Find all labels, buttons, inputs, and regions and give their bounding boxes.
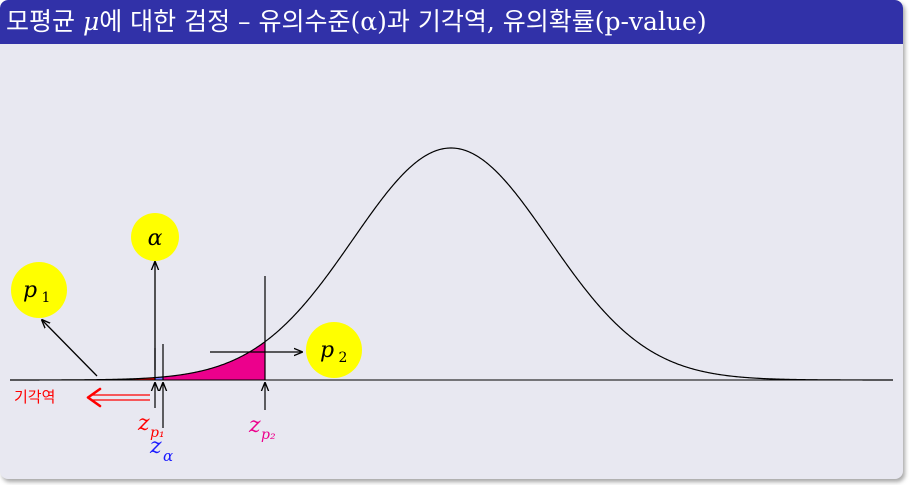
z-p1-letter: z [137,411,150,436]
title-mu-symbol: μ [82,7,100,36]
z-p1-label: z p₁ [137,411,165,441]
p2-bubble: p 2 [306,322,362,378]
normal-curve [10,147,893,381]
p1-bubble-label: p [23,278,37,303]
rejection-region-arrow [86,387,150,408]
rejection-region-label: 기각역 [14,388,55,406]
title-prefix: 모평균 [6,7,83,36]
z-p2-label: z p₂ [248,413,276,443]
p2-region-fill [163,341,265,380]
p2-bubble-label: p [320,338,334,363]
slide-title: 모평균 μ에 대한 검정 – 유의수준(α)과 기각역, 유의확률(p-valu… [0,0,903,44]
z-p2-subscript: p₂ [261,427,276,443]
alpha-bubble: α [131,213,179,261]
p2-bubble-subscript: 2 [339,350,348,366]
p1-bubble: p 1 [11,262,67,318]
p1-arrow [42,320,98,377]
z-alpha-subscript: α [163,447,173,465]
p1-bubble-subscript: 1 [42,290,51,306]
title-suffix: 에 대한 검정 – 유의수준(α)과 기각역, 유의확률(p-value) [99,7,707,36]
z-alpha-label: z α [149,434,173,465]
z-alpha-letter: z [149,434,162,459]
alpha-bubble-label: α [148,226,163,251]
z-p1-subscript: p₁ [150,425,165,441]
z-p2-letter: z [248,413,261,438]
